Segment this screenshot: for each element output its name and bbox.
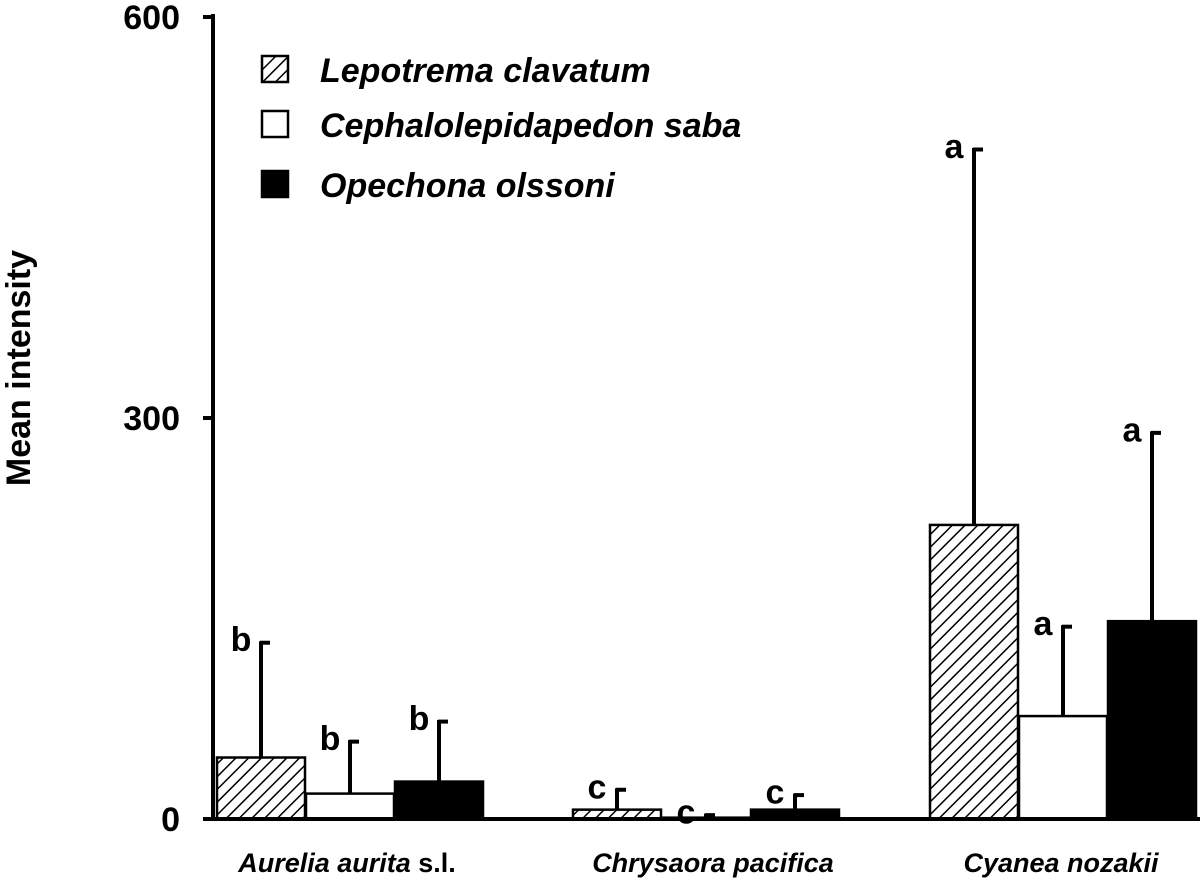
significance-letter: c xyxy=(588,768,607,806)
bar-opechona-olssoni-1 xyxy=(393,780,485,821)
significance-letter: b xyxy=(231,621,252,659)
x-category-label: Cyanea nozakii xyxy=(963,848,1159,878)
legend-label-opechona-olssoni: Opechona olssoni xyxy=(320,167,616,205)
legend-swatch-lepotrema-clavatum xyxy=(260,54,290,84)
bar-opechona-olssoni-3 xyxy=(1106,619,1198,821)
plot-area: b c a b c a b c a 0 300 600 Aurelia aurita s.l. Chrys… xyxy=(123,0,1200,878)
bar-lepotrema-clavatum-1 xyxy=(215,756,307,821)
legend-label-cephalolepidapedon-saba: Cephalolepidapedon saba xyxy=(320,107,741,145)
significance-letter: a xyxy=(945,128,965,166)
significance-letter: b xyxy=(320,720,341,758)
legend: Lepotrema clavatum Cephalolepidapedon sab… xyxy=(260,52,741,205)
y-axis-title: Mean intensity xyxy=(0,250,38,486)
significance-letter: c xyxy=(677,794,696,832)
x-category-label: Aurelia aurita s.l. xyxy=(237,848,456,878)
legend-swatch-opechona-olssoni xyxy=(260,169,290,199)
y-tick-label: 300 xyxy=(123,400,180,438)
significance-letter: a xyxy=(1123,411,1143,449)
legend-swatch-cephalolepidapedon-saba xyxy=(260,109,290,139)
significance-letter: b xyxy=(409,700,430,738)
bar-lepotrema-clavatum-3 xyxy=(928,523,1020,821)
significance-letter: c xyxy=(766,774,785,812)
x-category-label: Chrysaora pacifica xyxy=(592,848,834,878)
bar-cephalolepidapedon-saba-1 xyxy=(304,792,396,821)
significance-letter: a xyxy=(1034,605,1054,643)
y-tick-label: 0 xyxy=(161,801,180,839)
legend-label-lepotrema-clavatum: Lepotrema clavatum xyxy=(320,52,651,90)
bar-cephalolepidapedon-saba-3 xyxy=(1017,714,1109,821)
y-tick-label: 600 xyxy=(123,0,180,37)
